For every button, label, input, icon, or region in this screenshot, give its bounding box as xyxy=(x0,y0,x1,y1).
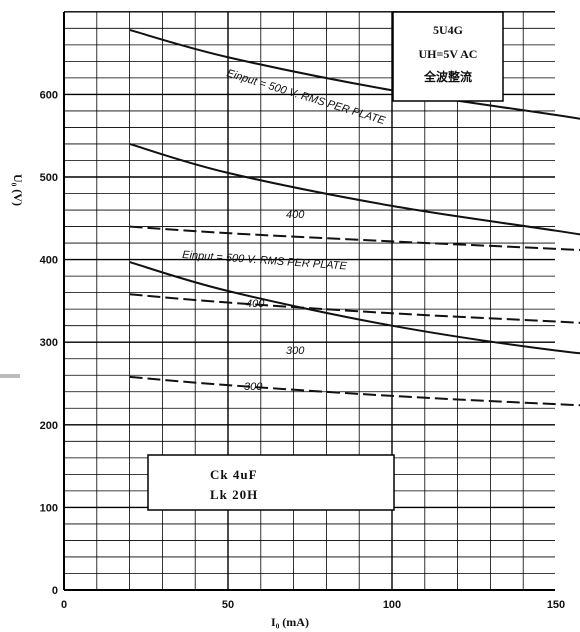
x-tick-labels: 050100150200250 xyxy=(61,599,565,611)
x-tick-label: 100 xyxy=(383,599,401,611)
y-axis-label: U₀ (V) xyxy=(11,174,25,206)
legend-box: Ck 4uF Lk 20H xyxy=(147,454,395,511)
y-tick-label: 200 xyxy=(40,420,58,432)
margin-mark xyxy=(0,374,20,378)
x-tick-label: 150 xyxy=(547,599,565,611)
x-tick-label: 50 xyxy=(222,599,234,611)
y-tick-label: 400 xyxy=(40,255,58,267)
series-line-lk-4 xyxy=(129,293,580,324)
y-tick-label: 0 xyxy=(52,585,58,597)
series-label-4: 400 xyxy=(246,298,265,310)
series-label-5: 300 xyxy=(244,381,263,393)
series-line-ck-1 xyxy=(129,143,580,236)
info-box-line-1: 5U4G xyxy=(433,23,463,37)
series-label-1: 400 xyxy=(286,209,305,221)
y-tick-label: 100 xyxy=(40,502,58,514)
info-box-line-2: UH=5V AC xyxy=(419,47,478,61)
info-box-line-3: 全波整流 xyxy=(423,69,472,84)
x-tick-label: 0 xyxy=(61,599,67,611)
x-axis-label: I₀ (mA) xyxy=(271,615,309,629)
y-tick-label: 300 xyxy=(40,337,58,349)
y-tick-label: 500 xyxy=(40,172,58,184)
series-label-2: 300 xyxy=(286,345,305,357)
series-line-ck-2 xyxy=(129,261,580,355)
legend-box-frame xyxy=(147,454,395,511)
series-line-ck-0 xyxy=(129,29,580,120)
series-line-lk-3 xyxy=(129,225,580,252)
legend-item-ck: Ck 4uF xyxy=(210,467,258,482)
info-box: 5U4G UH=5V AC 全波整流 xyxy=(392,11,504,102)
legend-item-lk: Lk 20H xyxy=(210,487,258,502)
y-tick-labels: 0 100 200 300 400 500 600 xyxy=(40,89,58,597)
axes xyxy=(63,12,555,591)
series-line-lk-5 xyxy=(129,375,580,407)
curves xyxy=(129,29,580,407)
info-box-frame xyxy=(392,11,504,102)
y-tick-label: 600 xyxy=(40,89,58,101)
